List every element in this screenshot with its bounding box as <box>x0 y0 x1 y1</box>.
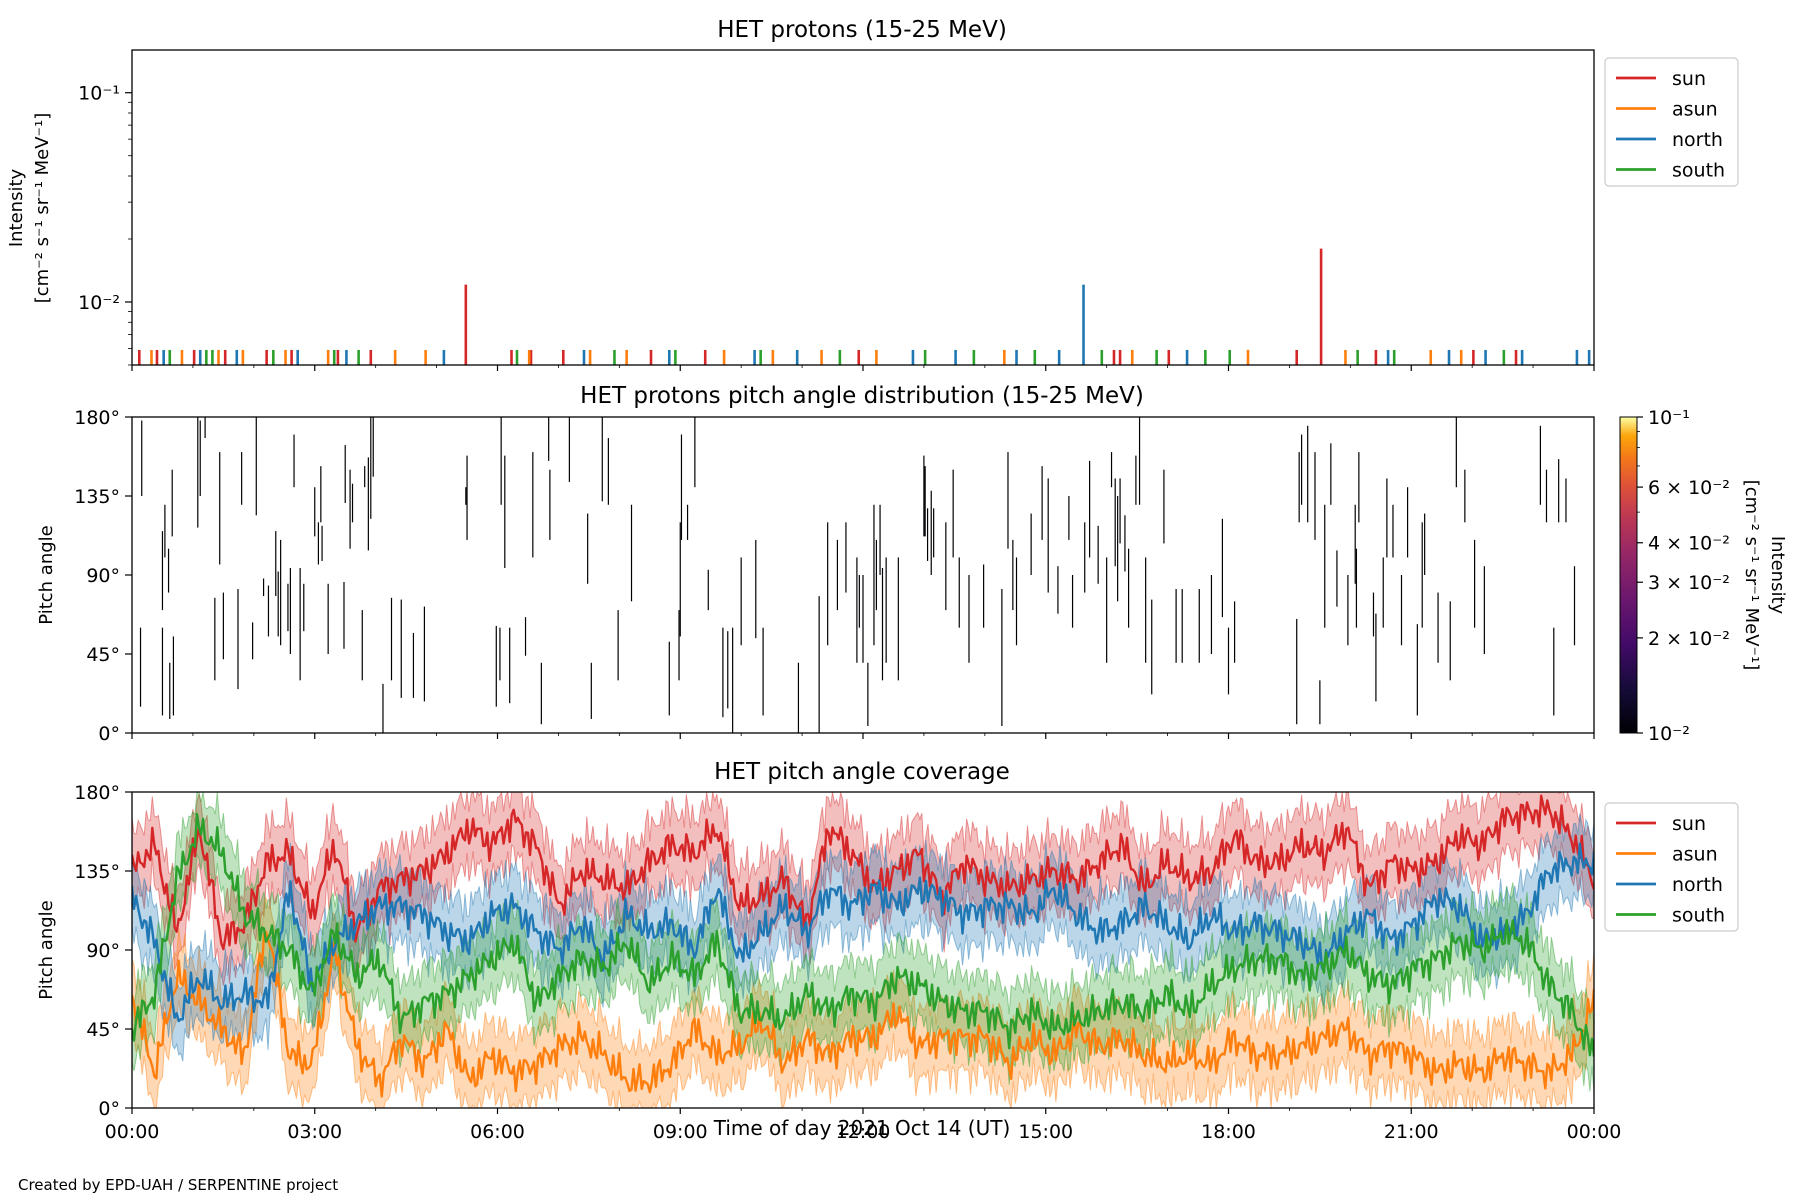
legend-label-north: north <box>1672 129 1723 151</box>
x-tick-label: 03:00 <box>287 1121 342 1143</box>
y-tick-label: 10⁻² <box>78 292 120 314</box>
band-asun <box>132 895 1594 1108</box>
x-tick-label: 00:00 <box>1567 1121 1622 1143</box>
y-tick-label: 45° <box>86 644 120 666</box>
panel-3-legend: sun asun north south <box>1604 802 1739 932</box>
panel-3-plot-area <box>132 792 1594 1108</box>
x-tick-label: 15:00 <box>1018 1121 1073 1143</box>
colorbar-tick-label: 4 × 10⁻² <box>1648 533 1730 555</box>
x-tick-label: 12:00 <box>836 1121 891 1143</box>
colorbar-tick-label: 6 × 10⁻² <box>1648 477 1730 499</box>
colorbar-tick-label: 10⁻² <box>1648 723 1690 745</box>
panel-1-frame <box>131 49 1595 366</box>
credit-text: Created by EPD-UAH / SERPENTINE project <box>18 1176 338 1194</box>
y-tick-label: 135° <box>74 861 120 883</box>
panel-pitch-angle-coverage: HET pitch angle coverage 0° 45° 90° 135° 180… <box>36 759 1739 1143</box>
legend-label-sun: sun <box>1672 68 1706 90</box>
legend-label-north: north <box>1672 874 1723 896</box>
panel-3-ylabel: Pitch angle <box>36 900 57 999</box>
panel-2-x-ticks <box>131 733 1595 739</box>
panel-intensity: HET protons (15-25 MeV) 10⁻¹ 10⁻² Intensi… <box>6 17 1739 371</box>
panel-3-x-axis: 00:00 03:00 06:00 09:00 12:00 15:00 18:00 21:00… <box>105 1108 1622 1143</box>
y-tick-label: 90° <box>86 565 120 587</box>
y-tick-label: 45° <box>86 1019 120 1041</box>
legend-label-asun: asun <box>1672 844 1718 866</box>
panel-1-x-ticks <box>131 365 1595 371</box>
colorbar-tick-label: 3 × 10⁻² <box>1648 572 1730 594</box>
panel-3-title: HET pitch angle coverage <box>714 759 1010 785</box>
panel-1-legend: sun asun north south <box>1604 57 1739 187</box>
panel-1-y-axis: 10⁻¹ 10⁻² <box>78 83 132 366</box>
x-tick-label: 00:00 <box>105 1121 160 1143</box>
panel-pitch-angle-distribution: HET protons pitch angle distribution (15… <box>36 383 1788 745</box>
colorbar-label-line2: [cm⁻² s⁻¹ sr⁻¹ MeV⁻¹] <box>1741 480 1762 671</box>
panel-1-title: HET protons (15-25 MeV) <box>717 17 1007 43</box>
y-tick-label: 0° <box>98 723 120 745</box>
legend-box <box>1604 802 1739 932</box>
line-south <box>132 812 1594 1057</box>
panel-1-ylabel-line1: Intensity <box>6 168 27 247</box>
y-tick-label: 180° <box>74 782 120 804</box>
x-tick-label: 09:00 <box>653 1121 708 1143</box>
legend-label-sun: sun <box>1672 813 1706 835</box>
colorbar-label-line1: Intensity <box>1767 536 1788 615</box>
line-north <box>132 842 1594 1023</box>
colorbar-tick-label: 2 × 10⁻² <box>1648 628 1730 650</box>
panel-2-ylabel: Pitch angle <box>36 525 57 624</box>
band-south <box>132 792 1594 1093</box>
band-sun <box>132 792 1594 986</box>
y-tick-label: 10⁻¹ <box>78 83 120 105</box>
y-tick-label: 0° <box>98 1098 120 1120</box>
panel-2-plot-area <box>139 417 1576 733</box>
x-tick-label: 21:00 <box>1384 1121 1439 1143</box>
y-tick-label: 90° <box>86 940 120 962</box>
panel-3-series-group <box>132 792 1594 1108</box>
y-tick-label: 180° <box>74 407 120 429</box>
x-axis-label: Time of day 2021 Oct 14 (UT) <box>713 1116 1011 1140</box>
panel-3-y-axis: 0° 45° 90° 135° 180° <box>74 782 132 1120</box>
panel-1-plot-area <box>138 248 1591 365</box>
legend-box <box>1604 57 1739 187</box>
x-tick-label: 06:00 <box>470 1121 525 1143</box>
y-tick-label: 135° <box>74 486 120 508</box>
colorbar-ticks: 10⁻¹ 6 × 10⁻² 4 × 10⁻² 3 × 10⁻² 2 × 10⁻² 10⁻² <box>1637 407 1730 745</box>
colorbar-gradient <box>1619 416 1638 734</box>
panel-1-ylabel-line2: [cm⁻² s⁻¹ sr⁻¹ MeV⁻¹] <box>32 113 53 304</box>
colorbar: 10⁻¹ 6 × 10⁻² 4 × 10⁻² 3 × 10⁻² 2 × 10⁻² 10⁻²… <box>1619 407 1788 745</box>
x-tick-label: 18:00 <box>1201 1121 1256 1143</box>
legend-label-asun: asun <box>1672 99 1718 121</box>
panel-2-y-axis: 0° 45° 90° 135° 180° <box>74 407 132 745</box>
line-asun <box>132 930 1594 1098</box>
panel-2-title: HET protons pitch angle distribution (15… <box>580 383 1144 409</box>
legend-label-south: south <box>1672 160 1725 182</box>
band-north <box>132 813 1594 1062</box>
colorbar-tick-label: 10⁻¹ <box>1648 407 1690 429</box>
legend-label-south: south <box>1672 905 1725 927</box>
